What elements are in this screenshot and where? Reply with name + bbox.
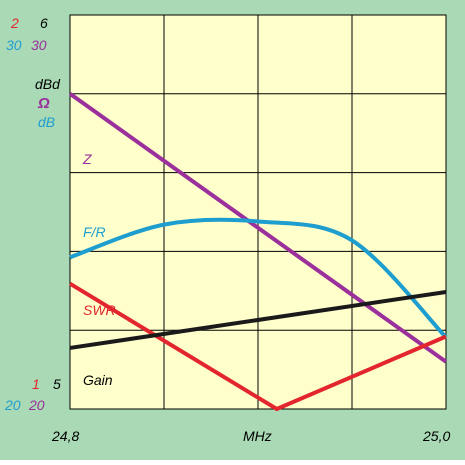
series-label-gain: Gain [83, 372, 113, 388]
series-label-fr: F/R [83, 224, 106, 240]
swr-axis-top-label: 2 [10, 15, 19, 31]
series-label-z: Z [82, 151, 92, 167]
swr-axis-bottom-label: 1 [32, 376, 40, 392]
unit-fr: dB [38, 114, 55, 130]
fr-axis-top-label: 30 [6, 37, 22, 53]
gain-axis-bottom-label: 5 [53, 376, 61, 392]
series-group [68, 92, 448, 412]
series-line-fr [69, 217, 448, 339]
z-axis-top-label: 30 [31, 37, 47, 53]
fr-axis-bottom-label: 20 [4, 397, 21, 413]
gain-axis-top-label: 6 [40, 15, 48, 31]
plot-border [69, 14, 447, 410]
series-line-z [68, 92, 448, 364]
series-line-gain [69, 290, 447, 350]
unit-impedance: Ω [37, 95, 50, 112]
grid [70, 15, 446, 409]
series-line-swr [68, 281, 447, 412]
x-tick-start: 24,8 [51, 428, 79, 444]
x-axis-label: MHz [243, 428, 272, 444]
series-label-swr: SWR [83, 302, 116, 318]
z-axis-bottom-label: 20 [28, 397, 45, 413]
x-tick-end: 25,0 [422, 428, 450, 444]
unit-gain: dBd [35, 76, 61, 92]
